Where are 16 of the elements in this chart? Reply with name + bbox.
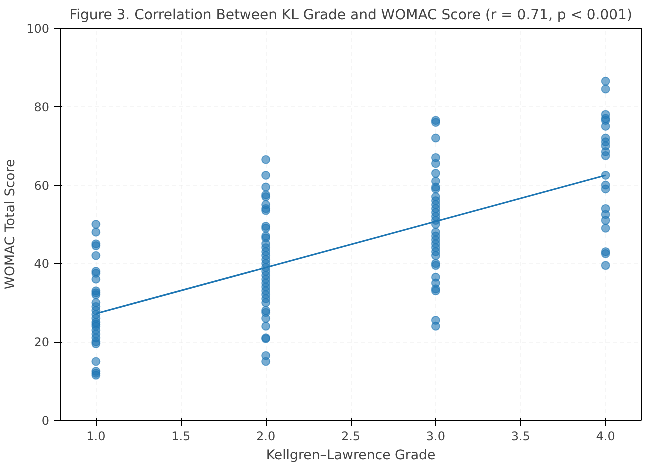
- y-axis-title: WOMAC Total Score: [4, 159, 19, 290]
- y-tick-label: 80: [34, 100, 50, 114]
- x-tick-label: 3.5: [511, 430, 530, 444]
- x-tick-label: 2.5: [341, 430, 361, 444]
- x-tick-label: 2.0: [256, 430, 276, 444]
- y-tick-label: 40: [34, 257, 50, 272]
- y-tick-label: 20: [34, 336, 50, 350]
- x-tick-label: 1.5: [172, 430, 191, 444]
- x-tick-label: 1.0: [86, 430, 106, 444]
- x-tick-label: 3.0: [426, 430, 446, 444]
- x-axis-title: Kellgren–Lawrence Grade: [266, 448, 436, 464]
- y-tick-label: 0: [42, 414, 50, 428]
- y-tick-label: 60: [34, 178, 50, 193]
- x-tick-label: 4.0: [596, 430, 616, 444]
- chart-title: Figure 3. Correlation Between KL Grade and WOMAC Score (r = 0.71, p < 0.001): [70, 8, 632, 24]
- y-tick-label: 100: [26, 22, 50, 36]
